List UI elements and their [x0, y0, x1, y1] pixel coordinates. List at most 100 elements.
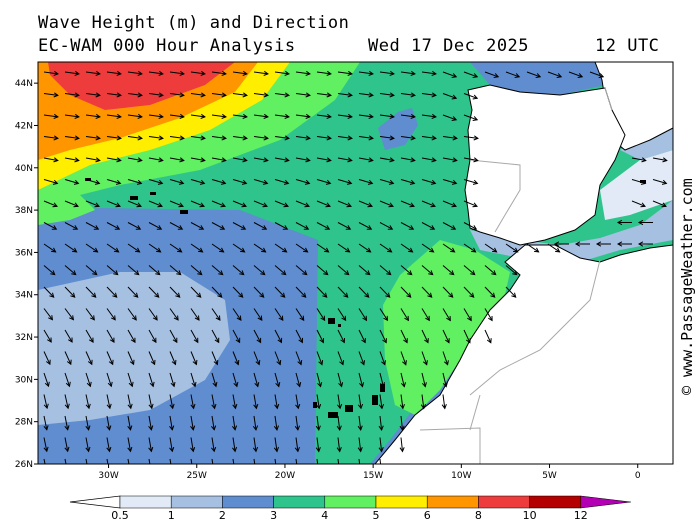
wave-arrow-shaft [232, 71, 247, 75]
wave-arrow-head [197, 270, 203, 276]
wave-arrow-head [113, 270, 119, 276]
wave-arrow-shaft [85, 222, 99, 230]
wave-arrow-shaft [211, 394, 216, 409]
lon-tick-label: 20W [275, 471, 295, 481]
wave-arrow-head [200, 70, 206, 76]
azores-east [180, 210, 188, 214]
wave-arrow-shaft [337, 179, 352, 184]
lat-tick-label: 26N [15, 460, 33, 470]
wave-arrow-shaft [421, 265, 434, 275]
wave-arrow-shaft [85, 136, 100, 139]
wave-arrow-shaft [148, 286, 160, 298]
wave-arrow-shaft [64, 286, 76, 298]
wave-arrow-head [295, 403, 301, 410]
wave-arrow-head [260, 270, 266, 276]
wave-arrow-shaft [442, 222, 456, 230]
wave-arrow-head [430, 179, 437, 185]
wave-arrow-shaft [190, 308, 200, 321]
wave-arrow-head [387, 247, 393, 253]
wave-arrow-shaft [316, 329, 324, 343]
wave-arrow-head [43, 446, 49, 453]
wave-arrow-shaft [358, 179, 373, 184]
wave-arrow-head [324, 225, 331, 230]
wave-arrow-head [662, 157, 668, 163]
wave-arrow-head [399, 425, 405, 431]
wave-arrow-shaft [547, 71, 562, 78]
wave-arrow-shaft [421, 243, 434, 253]
wave-arrow-head [179, 92, 185, 98]
wave-arrow-head [343, 292, 349, 298]
wave-arrow-shaft [85, 93, 100, 96]
wave-arrow-head [410, 92, 416, 98]
wave-arrow-shaft [421, 71, 436, 75]
wave-arrow-head [383, 315, 389, 322]
wave-arrow-shaft [211, 222, 225, 230]
map-frame [37, 61, 674, 465]
wave-arrow-head [191, 381, 197, 388]
wave-arrow-head [493, 73, 500, 78]
wave-arrow-head [85, 446, 91, 453]
wave-arrow-shaft [232, 114, 247, 118]
wave-arrow-shaft [379, 200, 394, 207]
wave-arrow-head [431, 135, 437, 141]
wave-arrow-shaft [169, 93, 184, 96]
wave-arrow-shaft [148, 93, 163, 96]
wave-arrow-shaft [379, 286, 391, 298]
wave-arrow-shaft [43, 179, 58, 184]
wave-arrow-head [389, 157, 395, 163]
wave-arrow-head [179, 113, 185, 119]
wave-arrow-head [238, 292, 244, 298]
wave-arrow-head [213, 359, 219, 366]
wave-arrow-head [65, 468, 69, 472]
wave-arrow-shaft [43, 136, 58, 139]
wave-arrow-head [219, 225, 226, 230]
wave-arrow-head [151, 337, 157, 344]
wave-arrow-shaft [358, 114, 373, 118]
wave-arrow-shaft [211, 437, 215, 452]
wave-arrow-head [110, 315, 116, 321]
wave-arrow-head [261, 247, 267, 253]
wave-arrow-head [106, 446, 112, 453]
wave-arrow-head [112, 292, 118, 298]
wave-arrow-head [148, 403, 154, 410]
wave-arrow-head [44, 468, 48, 472]
wave-arrow-shaft [274, 157, 289, 161]
wave-arrow-shaft [64, 179, 79, 184]
wave-arrow-shaft [253, 179, 268, 184]
wave-arrow-shaft [106, 437, 110, 452]
wave-arrow-head [325, 179, 332, 185]
wave-arrow-shaft [190, 286, 202, 298]
wave-arrow-shaft [316, 114, 331, 118]
wave-arrow-head [281, 270, 287, 276]
land-north-africa [374, 244, 673, 464]
wave-arrow-head [52, 179, 59, 185]
wave-arrow-shaft [106, 308, 116, 321]
wave-arrow-head [274, 403, 280, 410]
passageweather-credit: © www.PassageWeather.com [678, 178, 696, 395]
wave-arrow-head [399, 447, 405, 453]
wave-arrow-head [406, 292, 412, 298]
wave-arrow-head [200, 157, 206, 163]
wave-arrow-shaft [148, 114, 163, 118]
wave-arrow-shaft [43, 415, 48, 430]
wave-arrow-shaft [274, 222, 288, 230]
wave-arrow-shaft [106, 222, 120, 230]
wave-arrow-shaft [379, 308, 388, 321]
wave-arrow-shaft [337, 308, 347, 321]
wave-arrow-head [305, 135, 311, 141]
wave-arrow-shaft [421, 136, 436, 139]
wave-arrow-shaft [85, 329, 94, 343]
wave-arrow-shaft [484, 308, 493, 321]
wave-arrow-head [158, 135, 164, 141]
wave-arrow-shaft [190, 394, 195, 409]
wave-arrow-head [116, 113, 122, 119]
wave-arrow-shaft [190, 136, 205, 139]
wave-arrow-shaft [253, 415, 257, 430]
wave-arrow-head [116, 135, 122, 141]
wave-arrow-shaft [232, 308, 242, 321]
wave-arrow-shaft [316, 136, 331, 139]
wave-arrow-head [157, 179, 164, 185]
wave-arrow-shaft [85, 179, 100, 184]
wave-arrow-head [89, 315, 95, 321]
wave-arrow-shaft [211, 265, 224, 275]
